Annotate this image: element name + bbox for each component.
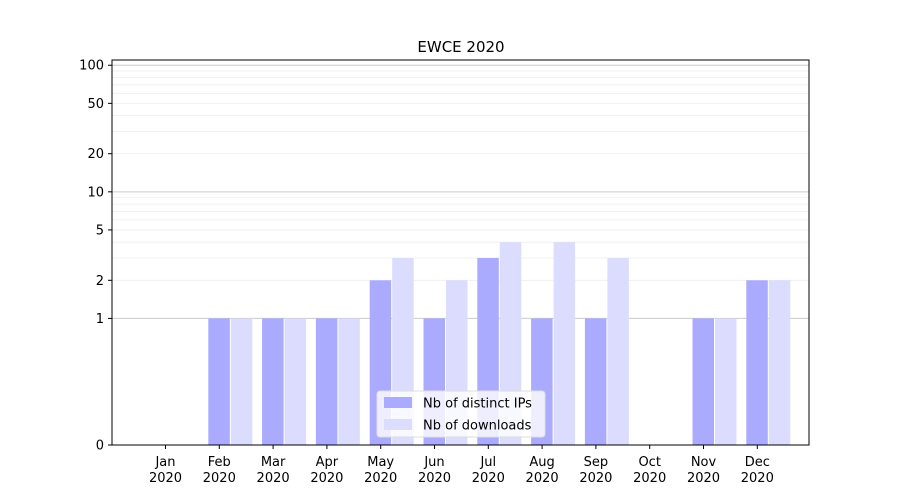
x-tick-label: Sep 2020 [579,455,612,486]
y-tick-label: 100 [79,59,104,74]
y-tick-label: 50 [87,97,104,112]
bar-downloads [230,318,253,445]
bar-distinct-ips [746,280,768,445]
y-tick-label: 2 [96,274,104,289]
legend-swatch [384,419,412,430]
legend-swatch [384,397,412,408]
grid-lines [112,64,809,319]
x-tick-label: Jun 2020 [418,455,451,486]
x-tick-label: Dec 2020 [741,455,774,486]
bar-downloads [607,258,629,445]
bar-downloads [553,242,576,445]
x-tick-label: Nov 2020 [687,455,720,486]
x-tick-label: Jan 2020 [149,455,182,486]
x-tick-label: Oct 2020 [633,455,666,486]
x-tick-label: Mar 2020 [257,455,290,486]
bar-downloads [715,318,737,445]
bar-downloads [338,318,360,445]
y-axis: 0 1 2 5 10 20 50 100 [79,59,112,454]
x-tick-label: May 2020 [364,455,397,486]
bar-downloads [284,318,307,445]
bar-distinct-ips [208,318,230,445]
y-tick-label: 1 [96,312,104,327]
y-tick-label: 5 [96,223,104,238]
legend-label: Nb of distinct IPs [423,397,532,412]
x-tick-label: Jul 2020 [472,455,505,486]
y-tick-label: 10 [87,185,104,200]
y-tick-label: 20 [87,147,104,162]
bar-distinct-ips [315,318,338,445]
x-tick-label: Feb 2020 [203,455,236,486]
x-tick-label: Apr 2020 [310,455,343,486]
bar-distinct-ips [692,318,714,445]
x-axis: Jan 2020 Feb 2020 Mar 2020 Apr 2020 May 2020 Jun 20… [149,445,774,486]
legend-box [376,390,546,438]
legend-label: Nb of downloads [423,419,532,434]
chart-title: EWCE 2020 [417,38,504,56]
plot-area-frame [111,59,810,446]
bar-downloads [768,280,791,445]
bar-distinct-ips [262,318,284,445]
y-tick-label: 0 [96,439,104,454]
bar-distinct-ips [584,318,607,445]
x-tick-label: Aug 2020 [526,455,559,486]
legend: Nb of distinct IPs Nb of downloads [376,390,546,438]
